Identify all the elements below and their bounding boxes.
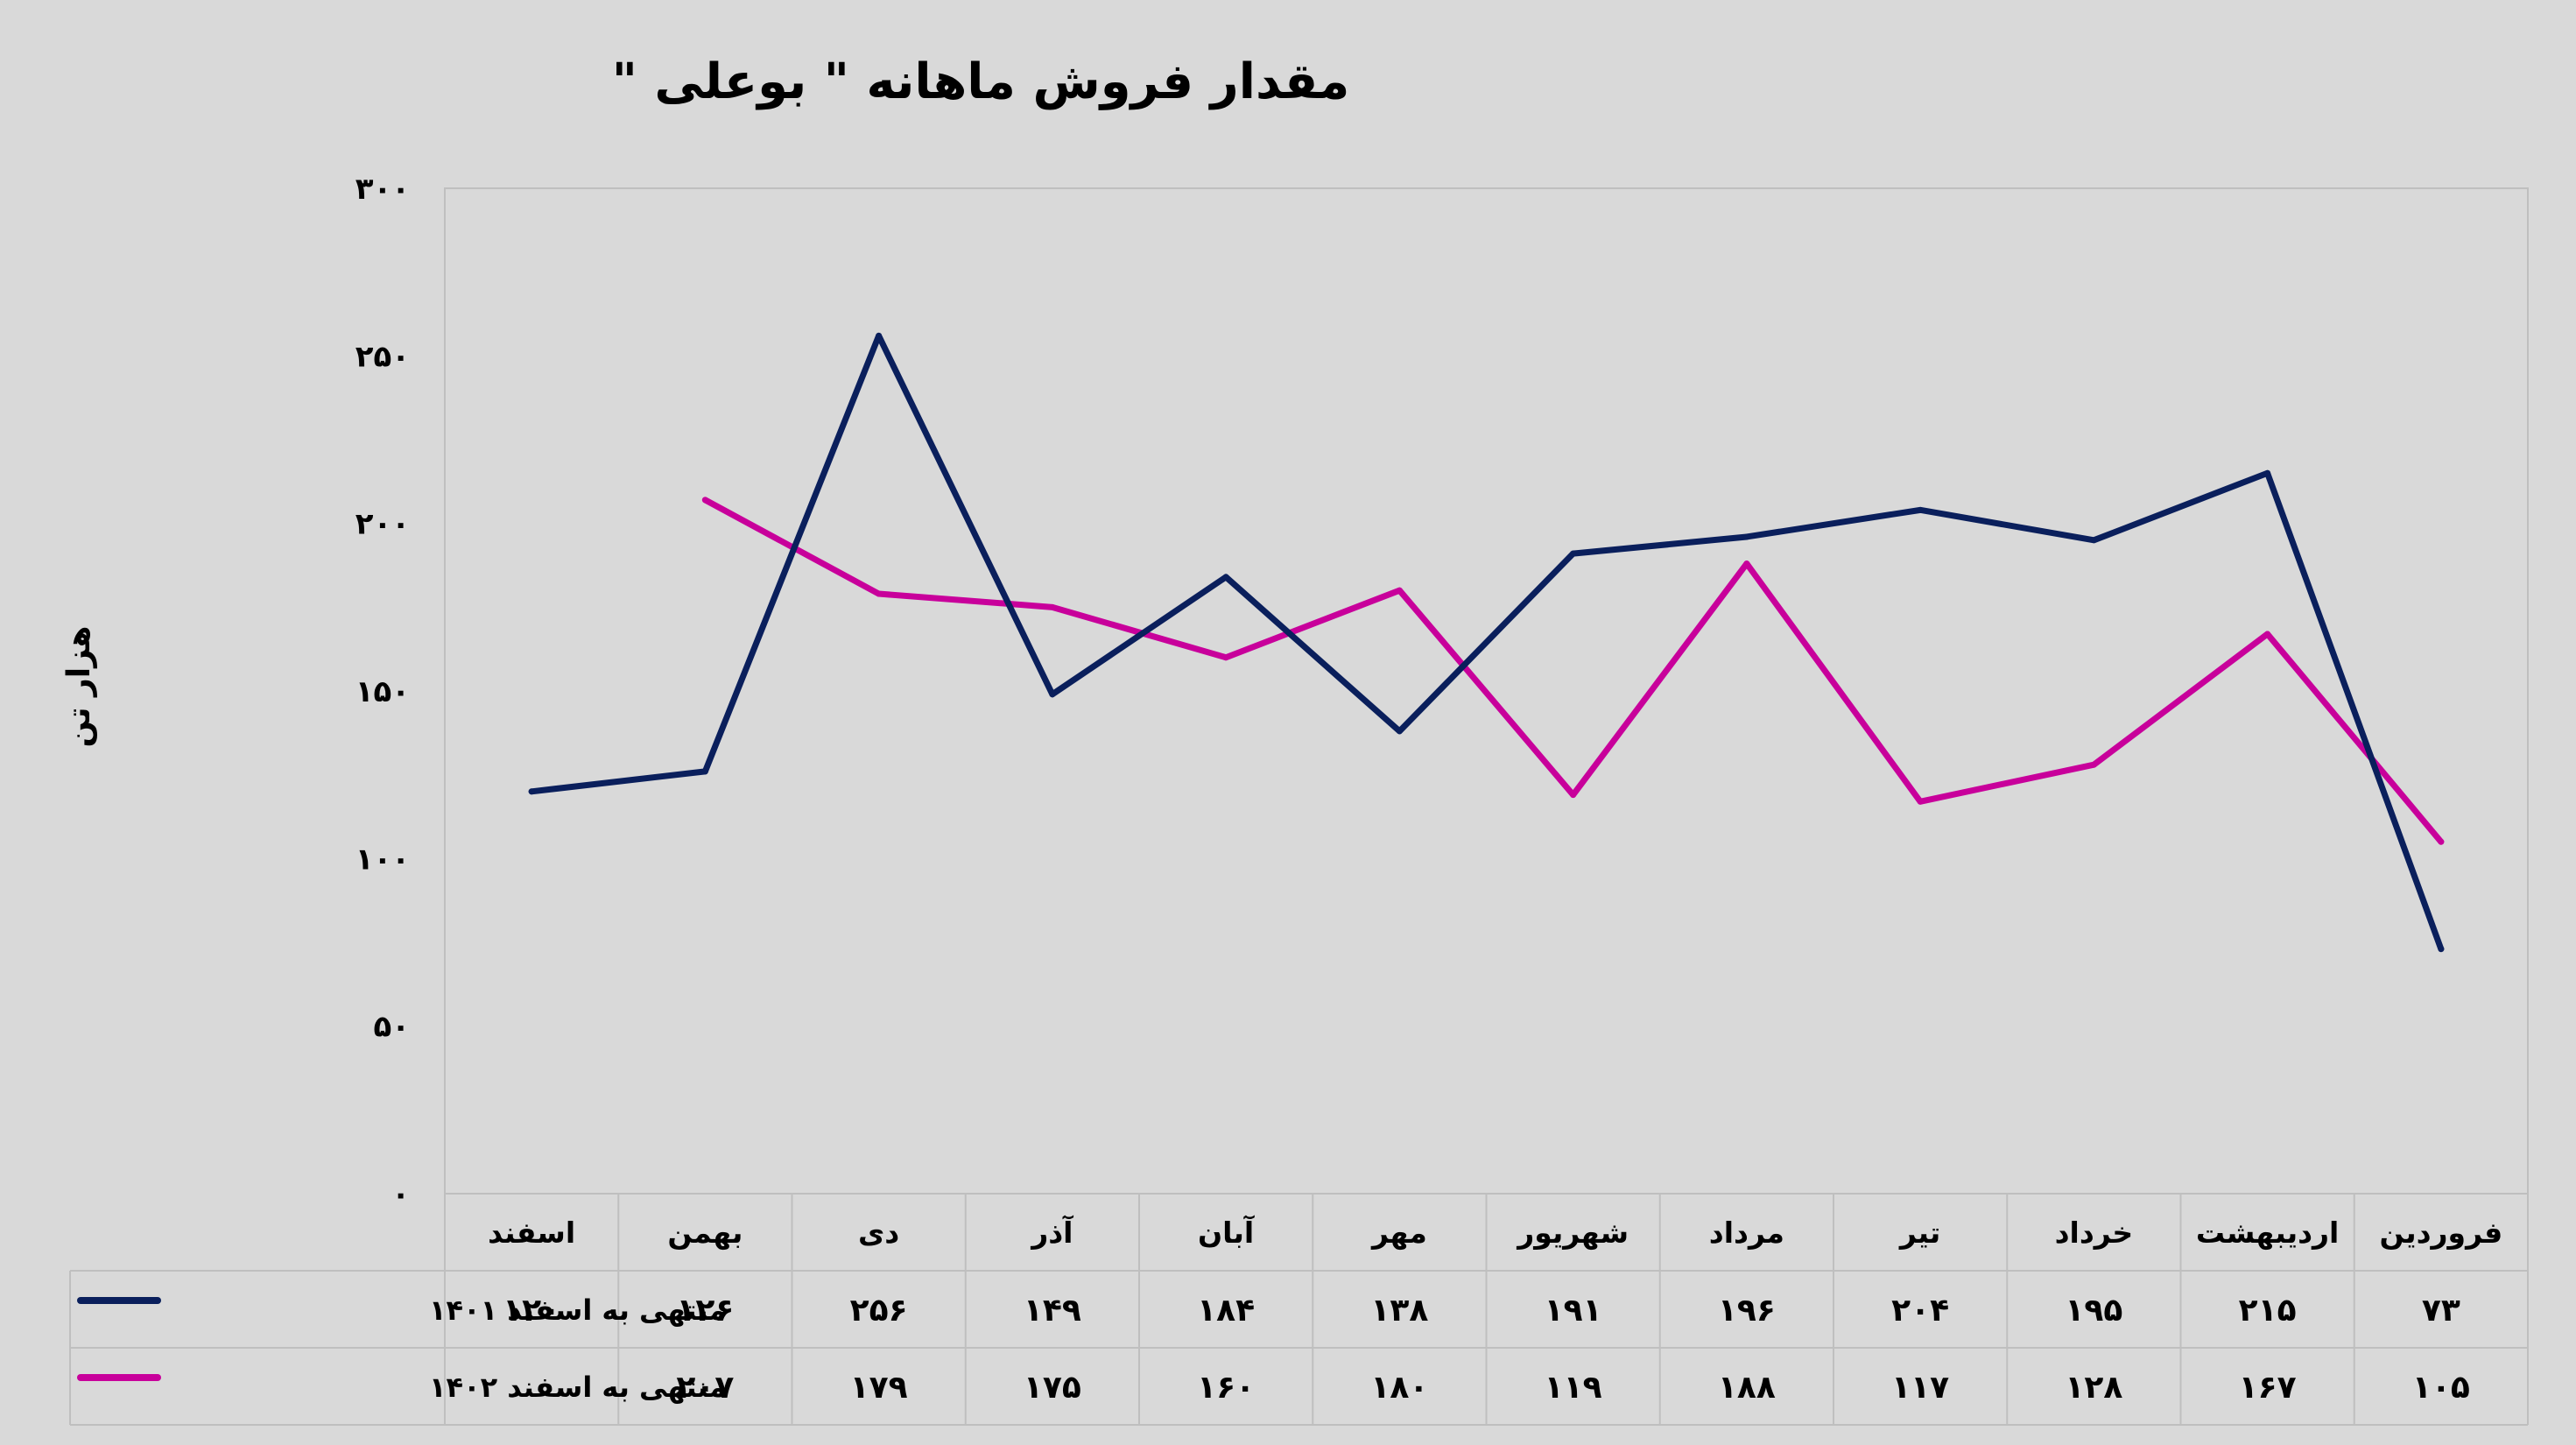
data-cell: ۱۲۰ <box>503 1293 560 1329</box>
data-cell: ۱۹۶ <box>1718 1293 1776 1329</box>
data-point <box>2090 761 2097 768</box>
legend-label: منتهی به اسفند ۱۴۰۲ <box>429 1371 726 1404</box>
series-line <box>528 332 2445 953</box>
category-label: آذر <box>1030 1215 1073 1250</box>
data-point <box>701 768 708 775</box>
data-point <box>2090 537 2097 544</box>
category-label: مرداد <box>1709 1216 1784 1251</box>
data-cell: ۱۰۵ <box>2412 1370 2470 1406</box>
data-table: فروردین اردیبهشت خرداد تیر مرداد شهریور مهر آبا… <box>69 1194 2529 1426</box>
y-tick-label: ۱۰۰ <box>355 842 410 877</box>
data-point <box>1570 792 1577 799</box>
data-point <box>1396 587 1403 594</box>
data-cell: ۲۰۴ <box>1891 1293 1949 1329</box>
data-point <box>1222 654 1229 661</box>
data-cell: ۱۷۵ <box>1024 1370 1081 1406</box>
data-cell: ۲۰۷ <box>676 1370 734 1406</box>
y-axis-label: هزار تن <box>61 626 97 748</box>
data-cell: ۱۴۹ <box>1024 1293 1081 1329</box>
data-cell: ۷۳ <box>2422 1293 2460 1329</box>
data-cell: ۲۱۵ <box>2239 1293 2297 1329</box>
category-label: فروردین <box>2380 1216 2503 1251</box>
y-tick-label: ۰ <box>391 1177 410 1212</box>
series-lines <box>528 332 2445 953</box>
data-cell: ۱۸۰ <box>1370 1370 1428 1406</box>
category-label: خرداد <box>2055 1216 2134 1251</box>
data-point <box>876 332 883 339</box>
data-cell: ۱۸۴ <box>1197 1293 1255 1329</box>
data-cell: ۱۸۸ <box>1718 1370 1776 1406</box>
chart-title: مقدار فروش ماهانه " بوعلی " <box>612 53 1350 110</box>
y-tick-label: ۵۰ <box>373 1010 410 1045</box>
y-tick-label: ۲۰۰ <box>355 507 410 542</box>
data-cell: ۱۹۵ <box>2065 1293 2122 1329</box>
data-point <box>2438 946 2445 953</box>
category-label: دی <box>858 1216 899 1250</box>
data-point <box>701 497 708 504</box>
data-point <box>1049 603 1056 610</box>
data-cell: ۱۲۸ <box>2065 1370 2122 1406</box>
data-cell: ۱۷۹ <box>850 1370 908 1406</box>
y-tick-label: ۳۰۰ <box>355 172 410 207</box>
y-tick-label: ۲۵۰ <box>355 339 410 374</box>
data-point <box>2264 469 2271 476</box>
data-point <box>2264 631 2271 638</box>
legend-label: منتهی به اسفند ۱۴۰۱ <box>429 1293 726 1327</box>
data-point <box>1743 533 1750 540</box>
category-label: تیر <box>1898 1216 1940 1251</box>
data-cell: ۱۹۱ <box>1545 1293 1602 1329</box>
data-point <box>1396 728 1403 735</box>
category-label: شهریور <box>1516 1216 1629 1251</box>
data-point <box>1570 550 1577 557</box>
data-point <box>1743 560 1750 567</box>
data-cell: ۱۲۶ <box>676 1293 734 1329</box>
data-point <box>876 590 883 597</box>
data-point <box>2438 838 2445 845</box>
data-cell: ۱۶۷ <box>2239 1370 2297 1406</box>
data-point <box>1917 798 1924 805</box>
data-point <box>1222 574 1229 581</box>
data-point <box>1049 691 1056 698</box>
category-label: اسفند <box>488 1216 575 1250</box>
data-cell: ۱۱۷ <box>1891 1370 1949 1406</box>
data-cell: ۱۳۸ <box>1370 1293 1428 1329</box>
category-label: بهمن <box>667 1216 743 1251</box>
category-label: آبان <box>1198 1215 1255 1250</box>
data-point <box>1917 506 1924 513</box>
category-label: اردیبهشت <box>2196 1216 2339 1251</box>
data-point <box>528 788 535 795</box>
category-label: مهر <box>1370 1216 1427 1251</box>
data-cell: ۱۱۹ <box>1545 1370 1602 1406</box>
data-cell: ۱۶۰ <box>1197 1370 1255 1406</box>
y-axis-ticks: ۰ ۵۰ ۱۰۰ ۱۵۰ ۲۰۰ ۲۵۰ ۳۰۰ <box>355 172 410 1212</box>
data-cell: ۲۵۶ <box>850 1293 908 1329</box>
y-tick-label: ۱۵۰ <box>355 674 410 709</box>
